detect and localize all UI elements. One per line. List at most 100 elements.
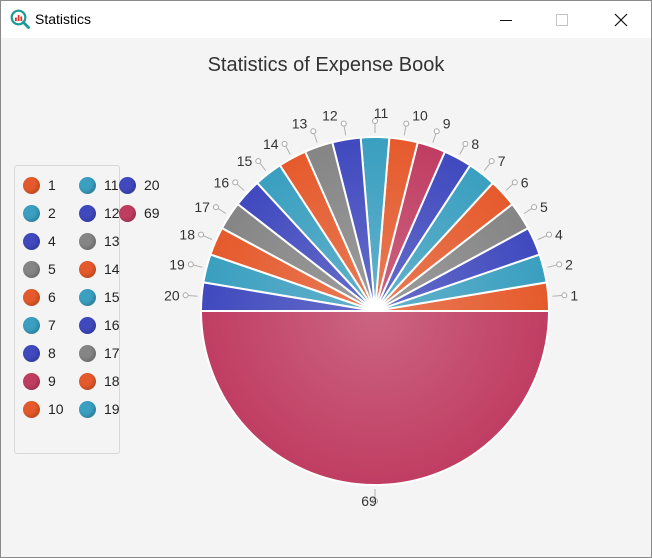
legend-item-16: 16: [79, 315, 120, 335]
legend-label: 10: [48, 401, 64, 417]
legend-color-dot: [79, 204, 96, 222]
label-anchor-dot: [232, 179, 239, 186]
pie-label-6: 6: [521, 174, 529, 190]
label-anchor-dot: [403, 120, 410, 127]
legend-label: 2: [48, 205, 56, 221]
statistics-magnifier-icon: [10, 9, 30, 29]
label-anchor-dot: [198, 231, 205, 238]
legend-item-6: 6: [23, 287, 56, 307]
legend-color-dot: [23, 316, 40, 334]
legend-item-1: 1: [23, 175, 56, 195]
label-anchor-dot: [545, 231, 552, 238]
pie-label-9: 9: [443, 115, 451, 131]
legend-label: 15: [104, 289, 120, 305]
legend-label: 14: [104, 261, 120, 277]
legend-item-9: 9: [23, 371, 56, 391]
legend-color-dot: [23, 176, 40, 194]
legend-item-10: 10: [23, 399, 64, 419]
pie-slice-69[interactable]: [199, 310, 551, 486]
legend-item-5: 5: [23, 259, 56, 279]
legend-item-18: 18: [79, 371, 120, 391]
legend-color-dot: [23, 204, 40, 222]
label-anchor-dot: [488, 158, 495, 165]
pie-label-12: 12: [322, 108, 338, 124]
pie-label-18: 18: [179, 227, 195, 243]
legend-color-dot: [79, 316, 96, 334]
maximize-button[interactable]: [539, 1, 585, 38]
legend-label: 4: [48, 233, 56, 249]
label-anchor-dot: [433, 128, 440, 135]
pie-slices: [199, 135, 551, 486]
legend-color-dot: [23, 344, 40, 362]
pie-label-5: 5: [540, 199, 548, 215]
label-anchor-dot: [531, 204, 538, 211]
legend-item-12: 12: [79, 203, 120, 223]
label-anchor-dot: [182, 292, 189, 299]
minimize-button[interactable]: [483, 1, 529, 38]
legend-color-dot: [79, 372, 96, 390]
legend-label: 6: [48, 289, 56, 305]
label-anchor-dot: [310, 128, 317, 135]
pie-label-15: 15: [237, 153, 253, 169]
title-bar[interactable]: Statistics: [1, 1, 651, 38]
legend-item-19: 19: [79, 399, 120, 419]
legend-color-dot: [23, 400, 40, 418]
label-anchor-dot: [281, 140, 288, 147]
legend-color-dot: [79, 260, 96, 278]
legend-item-20: 20: [119, 175, 160, 195]
legend-label: 7: [48, 317, 56, 333]
pie-label-8: 8: [471, 136, 479, 152]
pie-label-11: 11: [374, 105, 389, 121]
label-anchor-dot: [340, 120, 347, 127]
legend-label: 5: [48, 261, 56, 277]
legend-item-69: 69: [119, 203, 160, 223]
label-anchor-dot: [255, 158, 262, 165]
legend-label: 1: [48, 177, 56, 193]
pie-label-20: 20: [164, 287, 180, 303]
legend-item-2: 2: [23, 203, 56, 223]
legend-label: 16: [104, 317, 120, 333]
label-anchor-dot: [462, 140, 469, 147]
pie-label-69: 69: [361, 493, 377, 509]
legend-label: 8: [48, 345, 56, 361]
pie-label-2: 2: [565, 256, 573, 272]
legend-item-8: 8: [23, 343, 56, 363]
legend-label: 20: [144, 177, 160, 193]
legend-item-15: 15: [79, 287, 120, 307]
legend-item-14: 14: [79, 259, 120, 279]
legend-color-dot: [79, 232, 96, 250]
pie-label-4: 4: [555, 227, 563, 243]
close-button[interactable]: [598, 1, 644, 38]
legend-color-dot: [23, 260, 40, 278]
legend-item-13: 13: [79, 231, 120, 251]
legend-color-dot: [79, 400, 96, 418]
label-anchor-dot: [556, 261, 563, 268]
pie-label-1: 1: [570, 287, 578, 303]
label-anchor-dot: [372, 498, 378, 504]
legend-label: 11: [104, 177, 119, 193]
legend-label: 9: [48, 373, 56, 389]
legend-color-dot: [119, 176, 136, 194]
legend-label: 69: [144, 205, 160, 221]
legend-color-dot: [23, 288, 40, 306]
legend-item-4: 4: [23, 231, 56, 251]
minimize-icon: [500, 19, 512, 21]
label-anchor-dot: [212, 204, 219, 211]
label-anchor-dot: [561, 292, 568, 299]
pie-label-7: 7: [498, 153, 506, 169]
legend-label: 18: [104, 373, 120, 389]
pie-label-17: 17: [194, 199, 210, 215]
pie-label-13: 13: [292, 115, 308, 131]
pie-label-16: 16: [214, 174, 230, 190]
pie-label-10: 10: [412, 108, 428, 124]
legend-color-dot: [79, 344, 96, 362]
legend-item-7: 7: [23, 315, 56, 335]
legend-label: 19: [104, 401, 120, 417]
legend-label: 17: [104, 345, 120, 361]
label-anchor-dot: [511, 179, 518, 186]
pie-label-19: 19: [169, 256, 185, 272]
legend-item-17: 17: [79, 343, 120, 363]
legend-color-dot: [23, 372, 40, 390]
